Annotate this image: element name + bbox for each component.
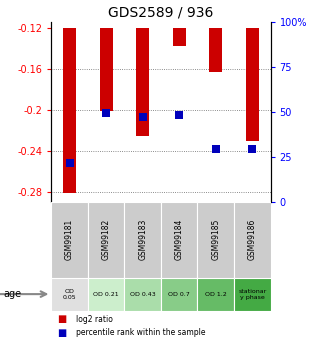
Text: GSM99181: GSM99181 — [65, 219, 74, 260]
Bar — [88, 202, 124, 278]
Text: GSM99184: GSM99184 — [175, 219, 184, 260]
Bar — [197, 278, 234, 310]
Bar — [100, 28, 113, 111]
Text: OD 0.43: OD 0.43 — [130, 292, 156, 297]
Text: age: age — [3, 289, 21, 299]
Text: GDS2589 / 936: GDS2589 / 936 — [108, 5, 214, 19]
Bar — [173, 28, 186, 46]
Text: GSM99182: GSM99182 — [102, 219, 111, 260]
Point — [104, 110, 109, 116]
Text: OD
0.05: OD 0.05 — [63, 289, 77, 299]
Text: GSM99186: GSM99186 — [248, 219, 257, 260]
Text: OD 0.21: OD 0.21 — [93, 292, 119, 297]
Bar — [51, 278, 88, 310]
Point — [67, 160, 72, 166]
Bar — [234, 202, 271, 278]
Point — [140, 114, 145, 119]
Point — [250, 146, 255, 152]
Text: stationar
y phase: stationar y phase — [238, 289, 267, 299]
Bar — [124, 202, 161, 278]
Point — [177, 112, 182, 118]
Bar — [88, 278, 124, 310]
Text: log2 ratio: log2 ratio — [76, 315, 113, 324]
Text: OD 1.2: OD 1.2 — [205, 292, 227, 297]
Point — [213, 146, 218, 152]
Bar — [209, 28, 222, 72]
Text: ■: ■ — [58, 328, 67, 338]
Bar — [234, 278, 271, 310]
Text: ■: ■ — [58, 314, 67, 324]
Bar — [124, 278, 161, 310]
Bar — [197, 202, 234, 278]
Bar — [63, 28, 76, 193]
Bar — [136, 28, 149, 136]
Text: percentile rank within the sample: percentile rank within the sample — [76, 328, 206, 337]
Bar — [51, 202, 88, 278]
Bar — [161, 202, 197, 278]
Text: GSM99183: GSM99183 — [138, 219, 147, 260]
Bar — [246, 28, 259, 141]
Text: GSM99185: GSM99185 — [211, 219, 220, 260]
Text: OD 0.7: OD 0.7 — [168, 292, 190, 297]
Bar — [161, 278, 197, 310]
